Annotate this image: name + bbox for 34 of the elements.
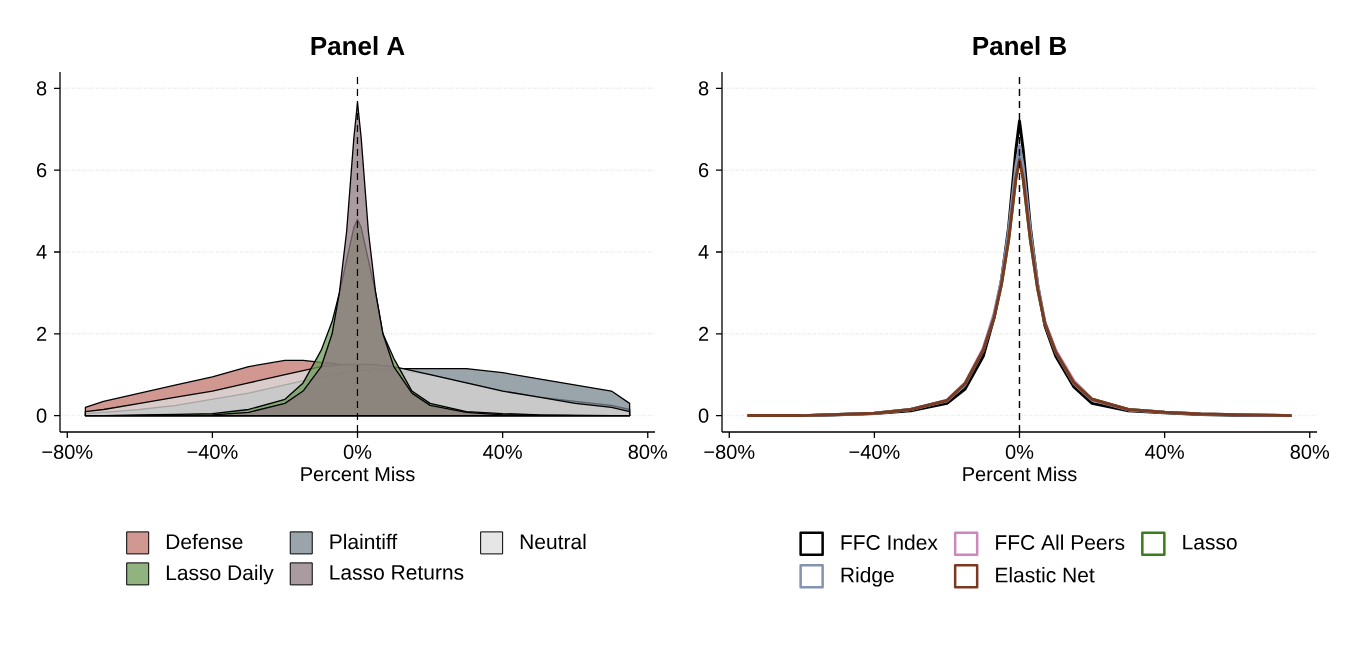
y-tick-label: 8 <box>36 81 47 96</box>
y-tick-label: 8 <box>698 81 709 96</box>
x-tick-label: 0% <box>1005 444 1034 460</box>
legend-label: Lasso <box>1183 534 1237 550</box>
x-tick-label: 40% <box>1145 444 1184 460</box>
chart-title: Panel B <box>973 36 1066 56</box>
x-tick-label: 0% <box>343 444 372 460</box>
x-tick-label: 80% <box>1290 444 1330 460</box>
x-tick-label: 80% <box>628 444 668 460</box>
legend-label: Plaintiff <box>330 533 398 550</box>
x-axis-title: Percent Miss <box>963 466 1077 482</box>
x-tick-label: −40% <box>849 444 900 460</box>
legend-label: FFC All Peers <box>996 534 1125 550</box>
y-tick-label: 4 <box>698 245 709 259</box>
y-tick-label: 6 <box>699 163 709 178</box>
x-axis-title: Percent Miss <box>301 466 415 482</box>
y-tick-label: 6 <box>37 163 47 178</box>
chart-title: Panel A <box>311 36 405 56</box>
legend-label: Defense <box>166 533 243 550</box>
legend-label: Ridge <box>841 567 894 587</box>
y-tick-label: 2 <box>699 326 709 341</box>
y-tick-label: 2 <box>37 326 47 341</box>
legend-label: FFC Index <box>841 534 938 550</box>
legend-label: Lasso Daily <box>166 564 274 585</box>
x-tick-label: 40% <box>483 444 522 460</box>
legend-label: Lasso Returns <box>330 565 464 580</box>
y-tick-label: 0 <box>698 408 709 423</box>
y-tick-label: 0 <box>36 408 47 423</box>
x-tick-label: −80% <box>42 444 93 460</box>
y-tick-label: 4 <box>36 245 47 259</box>
x-tick-label: −40% <box>187 444 238 460</box>
legend-label: Elastic Net <box>996 567 1095 583</box>
legend-label: Neutral <box>520 533 586 550</box>
x-tick-label: −80% <box>704 444 755 460</box>
